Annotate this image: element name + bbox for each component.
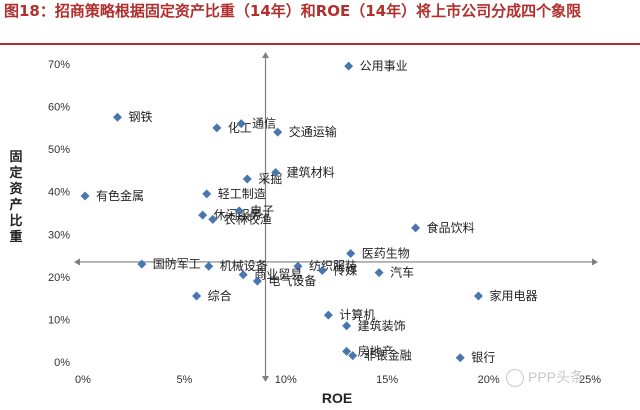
y-axis-label: 固定资产比重 — [9, 150, 23, 245]
x-tick-label: 5% — [176, 374, 192, 386]
x-tick-label: 15% — [376, 374, 398, 386]
x-axis-label: ROE — [322, 390, 352, 406]
data-point-marker — [234, 206, 244, 216]
data-point-marker — [252, 276, 262, 286]
axis-arrow-up-icon — [262, 52, 270, 58]
x-tick-label: 20% — [478, 374, 500, 386]
data-point-label: 轻工制造 — [218, 187, 266, 201]
chart-title: 图18：招商策略根据固定资产比重（14年）和ROE（14年）将上市公司分成四个象… — [4, 2, 582, 20]
data-point-marker — [238, 270, 248, 280]
title-rule — [0, 43, 640, 45]
data-point-marker — [342, 346, 352, 356]
x-tick-label: 10% — [275, 374, 297, 386]
data-point-marker — [323, 310, 333, 320]
data-point-marker — [273, 127, 283, 137]
y-tick-label: 10% — [48, 314, 70, 326]
data-point-label: 交通运输 — [289, 124, 337, 139]
data-point-marker — [293, 261, 303, 271]
data-point-marker — [271, 168, 281, 178]
data-point-marker — [192, 291, 202, 301]
axis-arrow-down-icon — [262, 376, 270, 382]
data-point-label: 房地产 — [358, 343, 394, 358]
data-point-marker — [212, 123, 222, 133]
data-point-marker — [344, 61, 354, 71]
data-point-marker — [348, 351, 358, 361]
data-point-label: 食品饮料 — [427, 220, 475, 235]
data-point-label: 建筑装饰 — [358, 318, 406, 333]
data-point-label: 化工 — [228, 121, 252, 135]
data-point-label: 建筑材料 — [287, 165, 335, 180]
data-point-marker — [204, 261, 214, 271]
y-tick-label: 40% — [48, 187, 70, 199]
data-point-marker — [342, 321, 352, 331]
data-point-marker — [455, 353, 465, 363]
watermark-text: PPP头条 — [528, 369, 585, 385]
data-point-marker — [112, 112, 122, 122]
data-point-marker — [317, 265, 327, 275]
y-tick-label: 0% — [54, 357, 70, 369]
data-point-marker — [198, 210, 208, 220]
data-point-label: 电气设备 — [268, 273, 316, 288]
data-point-marker — [236, 119, 246, 129]
y-tick-label: 30% — [48, 229, 70, 241]
data-point-marker — [473, 291, 483, 301]
data-point-label: 商业贸易 — [254, 267, 302, 282]
data-point-label: 休闲服务 — [214, 207, 262, 222]
data-point-label: 计算机 — [339, 307, 375, 322]
data-point-label: 钢铁 — [128, 110, 152, 124]
wechat-icon — [506, 369, 524, 388]
data-point-label: 国防军工 — [153, 256, 201, 271]
x-tick-label: 25% — [579, 374, 601, 386]
data-point-label: 汽车 — [390, 265, 414, 280]
y-tick-label: 50% — [48, 144, 70, 156]
data-point-marker — [411, 223, 421, 233]
x-tick-label: 0% — [75, 374, 91, 386]
data-point-label: 非银金融 — [364, 348, 412, 363]
data-point-marker — [202, 189, 212, 199]
data-point-label: 电子 — [250, 204, 274, 218]
data-point-label: 机械设备 — [220, 258, 268, 273]
data-point-marker — [374, 268, 384, 278]
axis-arrow-left-icon — [74, 258, 80, 266]
data-point-label: 家用电器 — [489, 288, 537, 303]
data-point-label: 传媒 — [333, 262, 357, 277]
data-point-label: 有色金属 — [96, 188, 144, 203]
data-point-marker — [242, 174, 252, 184]
data-point-label: 农林牧渔 — [224, 212, 272, 226]
y-tick-label: 70% — [48, 59, 70, 71]
y-tick-label: 20% — [48, 272, 70, 284]
data-point-label: 银行 — [471, 351, 495, 365]
data-point-marker — [137, 259, 147, 269]
data-point-label: 综合 — [208, 288, 232, 303]
data-point-label: 公用事业 — [360, 59, 408, 73]
watermark: PPP头条 — [506, 367, 585, 388]
data-point-label: 通信 — [252, 117, 276, 131]
axis-arrow-right-icon — [592, 258, 598, 266]
data-point-label: 医药生物 — [362, 246, 410, 260]
data-point-marker — [208, 214, 218, 224]
data-point-marker — [346, 248, 356, 258]
data-point-marker — [80, 191, 90, 201]
y-tick-label: 60% — [48, 102, 70, 114]
